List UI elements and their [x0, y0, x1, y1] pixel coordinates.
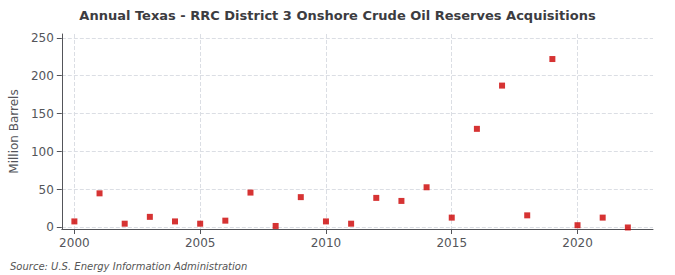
svg-text:2015: 2015	[436, 236, 467, 250]
svg-text:2005: 2005	[185, 236, 216, 250]
svg-text:100: 100	[31, 145, 54, 159]
svg-text:2020: 2020	[562, 236, 593, 250]
svg-text:200: 200	[31, 69, 54, 83]
svg-text:Million Barrels: Million Barrels	[7, 89, 21, 173]
svg-text:0: 0	[46, 220, 54, 234]
svg-text:2000: 2000	[59, 236, 90, 250]
svg-text:150: 150	[31, 107, 54, 121]
svg-text:Source: U.S. Energy Informatio: Source: U.S. Energy Information Administ…	[10, 261, 247, 272]
svg-text:Annual Texas - RRC District 3: Annual Texas - RRC District 3 Onshore Cr…	[79, 8, 596, 23]
svg-text:250: 250	[31, 31, 54, 45]
svg-text:2010: 2010	[311, 236, 342, 250]
svg-text:50: 50	[39, 183, 54, 197]
